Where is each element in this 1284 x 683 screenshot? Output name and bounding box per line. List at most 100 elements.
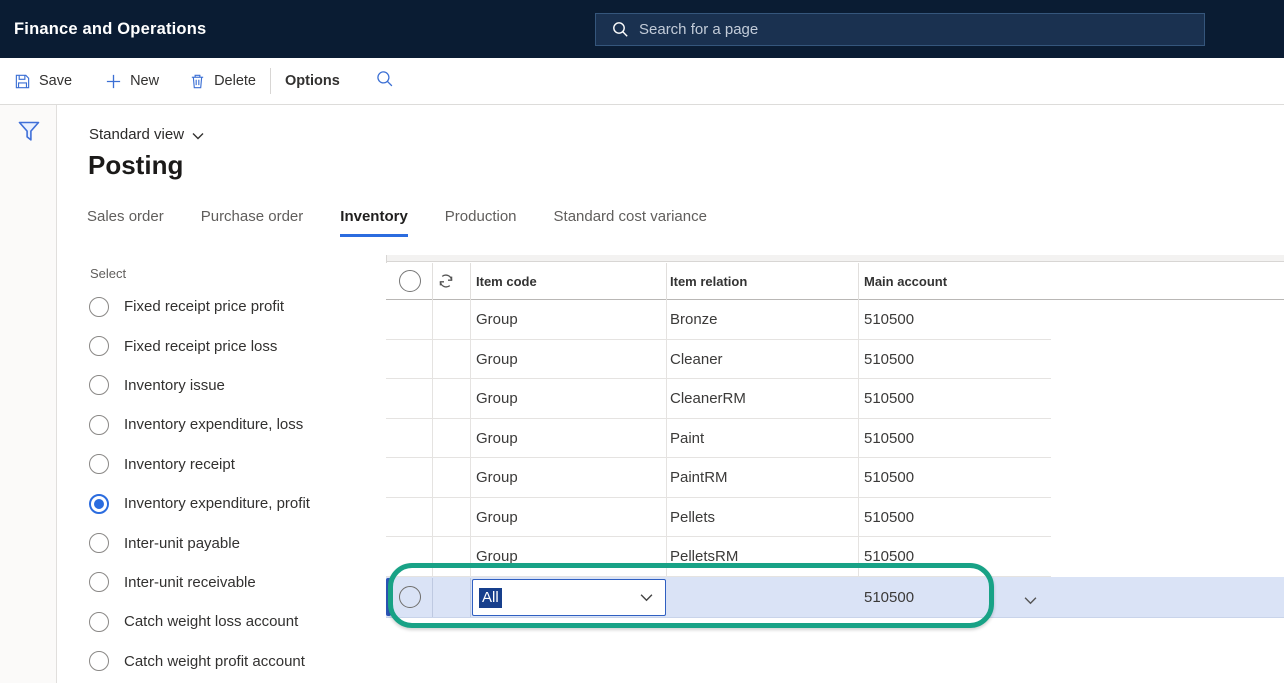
cell-item-relation[interactable]: PaintRM	[670, 469, 728, 487]
tab-standard-cost-variance[interactable]: Standard cost variance	[553, 208, 707, 225]
cell-item-relation[interactable]: Paint	[670, 429, 705, 447]
chevron-down-icon[interactable]	[640, 593, 653, 602]
column-divider	[470, 300, 471, 577]
cell-item-code[interactable]: Group	[476, 469, 518, 487]
cell-main-account[interactable]: 510500	[864, 508, 915, 526]
column-header-item-code[interactable]: Item code	[476, 274, 537, 289]
radio-icon	[89, 651, 109, 672]
grid-top-strip	[386, 255, 1284, 262]
radio-inter-unit-payable[interactable]: Inter-unit payable	[89, 523, 379, 562]
new-button-label: New	[130, 73, 160, 89]
cell-main-account[interactable]: 510500	[864, 390, 915, 408]
filter-funnel-icon[interactable]	[17, 120, 41, 148]
radio-fixed-receipt-price-profit[interactable]: Fixed receipt price profit	[89, 287, 379, 326]
radio-selected-icon	[89, 493, 109, 514]
table-row[interactable]: Group Paint 510500	[386, 418, 1051, 459]
app-title: Finance and Operations	[14, 19, 207, 38]
posting-type-radio-group: Fixed receipt price profit Fixed receipt…	[89, 287, 379, 681]
table-row[interactable]: Group PelletsRM 510500	[386, 537, 1051, 577]
refresh-icon[interactable]	[437, 272, 455, 295]
trash-icon	[189, 73, 206, 90]
column-divider	[432, 263, 433, 300]
cell-item-code[interactable]: Group	[476, 390, 518, 408]
cell-item-code[interactable]: Group	[476, 311, 518, 328]
radio-catch-weight-loss-account[interactable]: Catch weight loss account	[89, 602, 379, 641]
item-code-selected-value: All	[479, 587, 502, 608]
radio-inter-unit-receivable[interactable]: Inter-unit receivable	[89, 563, 379, 602]
table-row[interactable]: Group Cleaner 510500	[386, 339, 1051, 380]
select-all-radio[interactable]	[399, 270, 421, 292]
table-row[interactable]: Group Pellets 510500	[386, 497, 1051, 538]
toolbar-search-button[interactable]	[376, 70, 394, 93]
grid-body: Group Bronze 510500 Group Cleaner 510500…	[386, 300, 1051, 577]
cell-item-code[interactable]: Group	[476, 429, 518, 447]
page-search-input[interactable]	[639, 21, 1204, 38]
view-selector[interactable]: Standard view	[89, 126, 204, 143]
top-nav-bar: Finance and Operations	[0, 0, 1284, 58]
save-icon	[14, 73, 31, 90]
plus-icon	[105, 73, 122, 90]
cell-main-account[interactable]: 510500	[864, 548, 915, 566]
tab-inventory[interactable]: Inventory	[340, 208, 408, 237]
table-row[interactable]: Group CleanerRM 510500	[386, 379, 1051, 419]
cell-item-relation[interactable]: Bronze	[670, 311, 718, 328]
column-divider	[666, 263, 667, 300]
column-header-item-relation[interactable]: Item relation	[670, 274, 748, 289]
cell-main-account[interactable]: 510500	[864, 589, 915, 606]
cell-item-relation[interactable]: CleanerRM	[670, 390, 746, 408]
column-divider	[432, 300, 433, 577]
grid-header-row: Item code Item relation Main account	[386, 263, 1284, 300]
page-search-box[interactable]	[595, 13, 1205, 46]
radio-inventory-receipt[interactable]: Inventory receipt	[89, 445, 379, 484]
column-header-main-account[interactable]: Main account	[864, 274, 948, 289]
item-code-combobox[interactable]: All	[472, 579, 666, 616]
column-divider	[470, 263, 471, 300]
options-menu-button[interactable]: Options	[285, 73, 340, 89]
cell-item-code[interactable]: Group	[476, 350, 518, 368]
cell-main-account[interactable]: 510500	[864, 469, 915, 487]
cell-item-code[interactable]: Group	[476, 548, 518, 566]
table-row[interactable]: Group Bronze 510500	[386, 300, 1051, 340]
delete-button[interactable]: Delete	[189, 73, 256, 90]
tab-bar: Sales order Purchase order Inventory Pro…	[87, 208, 707, 237]
row-selection-accent	[386, 578, 391, 616]
radio-icon	[89, 296, 109, 317]
delete-button-label: Delete	[214, 73, 256, 89]
radio-icon	[89, 375, 109, 396]
radio-fixed-receipt-price-loss[interactable]: Fixed receipt price loss	[89, 326, 379, 365]
cell-item-relation[interactable]: Pellets	[670, 508, 716, 526]
tab-purchase-order[interactable]: Purchase order	[200, 208, 304, 225]
search-icon	[612, 21, 629, 38]
tab-sales-order[interactable]: Sales order	[87, 208, 164, 225]
new-row-selected[interactable]: All 510500	[386, 577, 1284, 618]
new-button[interactable]: New	[105, 73, 159, 90]
radio-catch-weight-profit-account[interactable]: Catch weight profit account	[89, 642, 379, 681]
cell-item-relation[interactable]: PelletsRM	[670, 548, 739, 566]
cell-item-relation[interactable]: Cleaner	[670, 350, 723, 368]
tab-production[interactable]: Production	[444, 208, 517, 225]
cell-item-code[interactable]: Group	[476, 508, 518, 526]
radio-inventory-expenditure-profit[interactable]: Inventory expenditure, profit	[89, 484, 379, 523]
cell-main-account[interactable]: 510500	[864, 311, 915, 328]
save-button-label: Save	[39, 73, 73, 89]
radio-icon	[89, 414, 109, 435]
radio-icon	[89, 336, 109, 357]
view-selector-label: Standard view	[89, 126, 185, 143]
save-button[interactable]: Save	[14, 73, 72, 90]
column-divider	[470, 578, 471, 617]
radio-inventory-expenditure-loss[interactable]: Inventory expenditure, loss	[89, 405, 379, 444]
cell-main-account[interactable]: 510500	[864, 350, 915, 368]
radio-inventory-issue[interactable]: Inventory issue	[89, 366, 379, 405]
action-toolbar: Save New Delete Options	[0, 58, 1284, 105]
row-select-radio[interactable]	[399, 586, 421, 608]
radio-icon	[89, 572, 109, 593]
table-row[interactable]: Group PaintRM 510500	[386, 458, 1051, 498]
column-divider	[666, 300, 667, 577]
radio-icon	[89, 454, 109, 475]
cell-main-account[interactable]: 510500	[864, 429, 915, 447]
toolbar-divider	[270, 68, 271, 94]
radio-icon	[89, 533, 109, 554]
search-icon	[376, 70, 394, 93]
main-account-lookup-chevron-icon[interactable]	[1024, 592, 1037, 610]
column-divider	[432, 578, 433, 617]
